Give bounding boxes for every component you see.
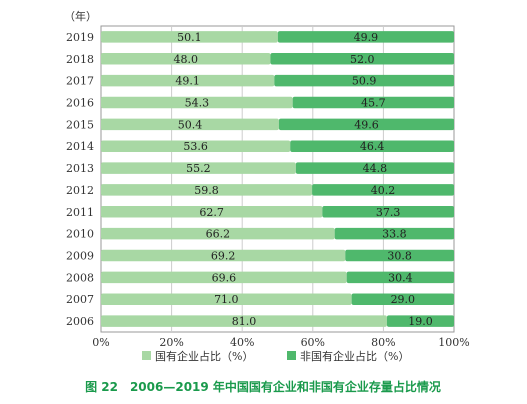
bar-segment [101,293,352,305]
bar-value-label: 66.2 [206,228,231,241]
y-tick-label: 2010 [66,228,94,241]
y-tick-label: 2018 [66,53,94,66]
bar-segment [295,162,454,174]
bar-value-label: 62.7 [199,206,224,219]
bars: 50.1 49.9 48.0 52.0 49.1 50.9 54.3 45.7 50.4 49.6… [101,31,454,328]
bar-value-label: 30.4 [388,271,413,284]
x-tick-label: 0% [92,336,109,349]
bar-value-label: 54.3 [185,97,210,110]
bar-segment [292,96,454,109]
bar-segment [101,118,279,131]
chart-border [100,25,455,333]
x-tick-label: 20% [159,336,183,349]
y-tick-labels: 2019 2018 2017 2016 2015 2014 2013 2012 2011 2010… [66,31,94,328]
bar-segment [322,206,454,218]
y-tick-label: 2013 [66,162,94,175]
bar-segment [101,96,293,109]
bar-value-label: 30.8 [387,250,412,263]
bar-segment [270,53,454,65]
gridlines [171,26,384,332]
bar-value-label: 44.8 [363,162,388,175]
legend-swatch [142,351,151,360]
bar-segment [386,315,454,327]
y-tick-label: 2016 [66,97,94,110]
bar-value-label: 33.8 [382,228,407,241]
legend-label: 非国有企业占比（%） [300,349,409,363]
y-tick-label: 2009 [66,250,94,263]
y-tick-label: 2011 [66,206,94,219]
y-tick-label: 2012 [66,184,94,197]
bar-segment [101,53,271,65]
x-tick-label: 80% [371,336,395,349]
bar-segment [334,227,454,240]
bar-value-label: 53.6 [183,140,208,153]
bar-value-label: 48.0 [173,53,198,66]
category-unit-label: （年） [64,9,97,23]
legend: 国有企业占比（%） 非国有企业占比（%） [142,349,409,363]
y-tick-label: 2015 [66,118,94,131]
bar-value-label: 69.6 [212,271,237,284]
bar-segment [101,184,313,196]
bar-segment [345,249,454,262]
bar-segment [290,140,454,152]
bar-value-label: 55.2 [186,162,211,175]
legend-label: 国有企业占比（%） [155,349,253,363]
bar-value-label: 71.0 [214,293,239,306]
bar-value-label: 50.1 [177,31,202,44]
x-tick-label: 60% [301,336,325,349]
bar-segment [277,31,454,43]
bar-value-label: 37.3 [376,206,401,219]
bar-value-label: 49.6 [354,118,379,131]
y-tick-label: 2017 [66,75,94,88]
bar-segment [312,184,454,196]
x-tick-label: 40% [230,336,254,349]
bar-segment [274,74,454,87]
bar-value-label: 52.0 [350,53,375,66]
bar-value-label: 81.0 [232,315,257,328]
bar-value-label: 50.4 [178,118,203,131]
x-tick-label: 100% [438,336,469,349]
legend-swatch [287,351,296,360]
x-tick-labels: 0% 20% 40% 60% 80% 100% [92,336,469,349]
bar-segment [278,118,454,131]
y-tick-label: 2008 [66,271,94,284]
bar-segment [101,162,296,174]
bar-segment [101,227,335,240]
chart-caption: 图 22 2006—2019 年中国国有企业和非国有企业存量占比情况 [85,379,441,394]
bar-value-label: 29.0 [391,293,416,306]
bar-value-label: 49.9 [354,31,379,44]
y-tick-label: 2007 [66,293,94,306]
bar-value-label: 69.2 [211,250,236,263]
bar-value-label: 19.0 [408,315,433,328]
bar-segment [101,140,291,152]
bar-segment [101,315,387,327]
y-tick-label: 2006 [66,315,94,328]
bar-segment [101,249,346,262]
y-tick-label: 2014 [66,140,94,153]
bar-segment [351,293,454,305]
bar-value-label: 50.9 [352,75,377,88]
bar-segment [101,271,347,284]
bar-value-label: 59.8 [194,184,219,197]
bar-value-label: 45.7 [361,97,386,110]
bar-value-label: 46.4 [360,140,385,153]
bar-segment [346,271,454,284]
bar-segment [101,74,275,87]
bar-segment [101,206,323,218]
bar-value-label: 49.1 [175,75,200,88]
y-tick-label: 2019 [66,31,94,44]
bar-segment [101,31,278,43]
bar-value-label: 40.2 [371,184,396,197]
